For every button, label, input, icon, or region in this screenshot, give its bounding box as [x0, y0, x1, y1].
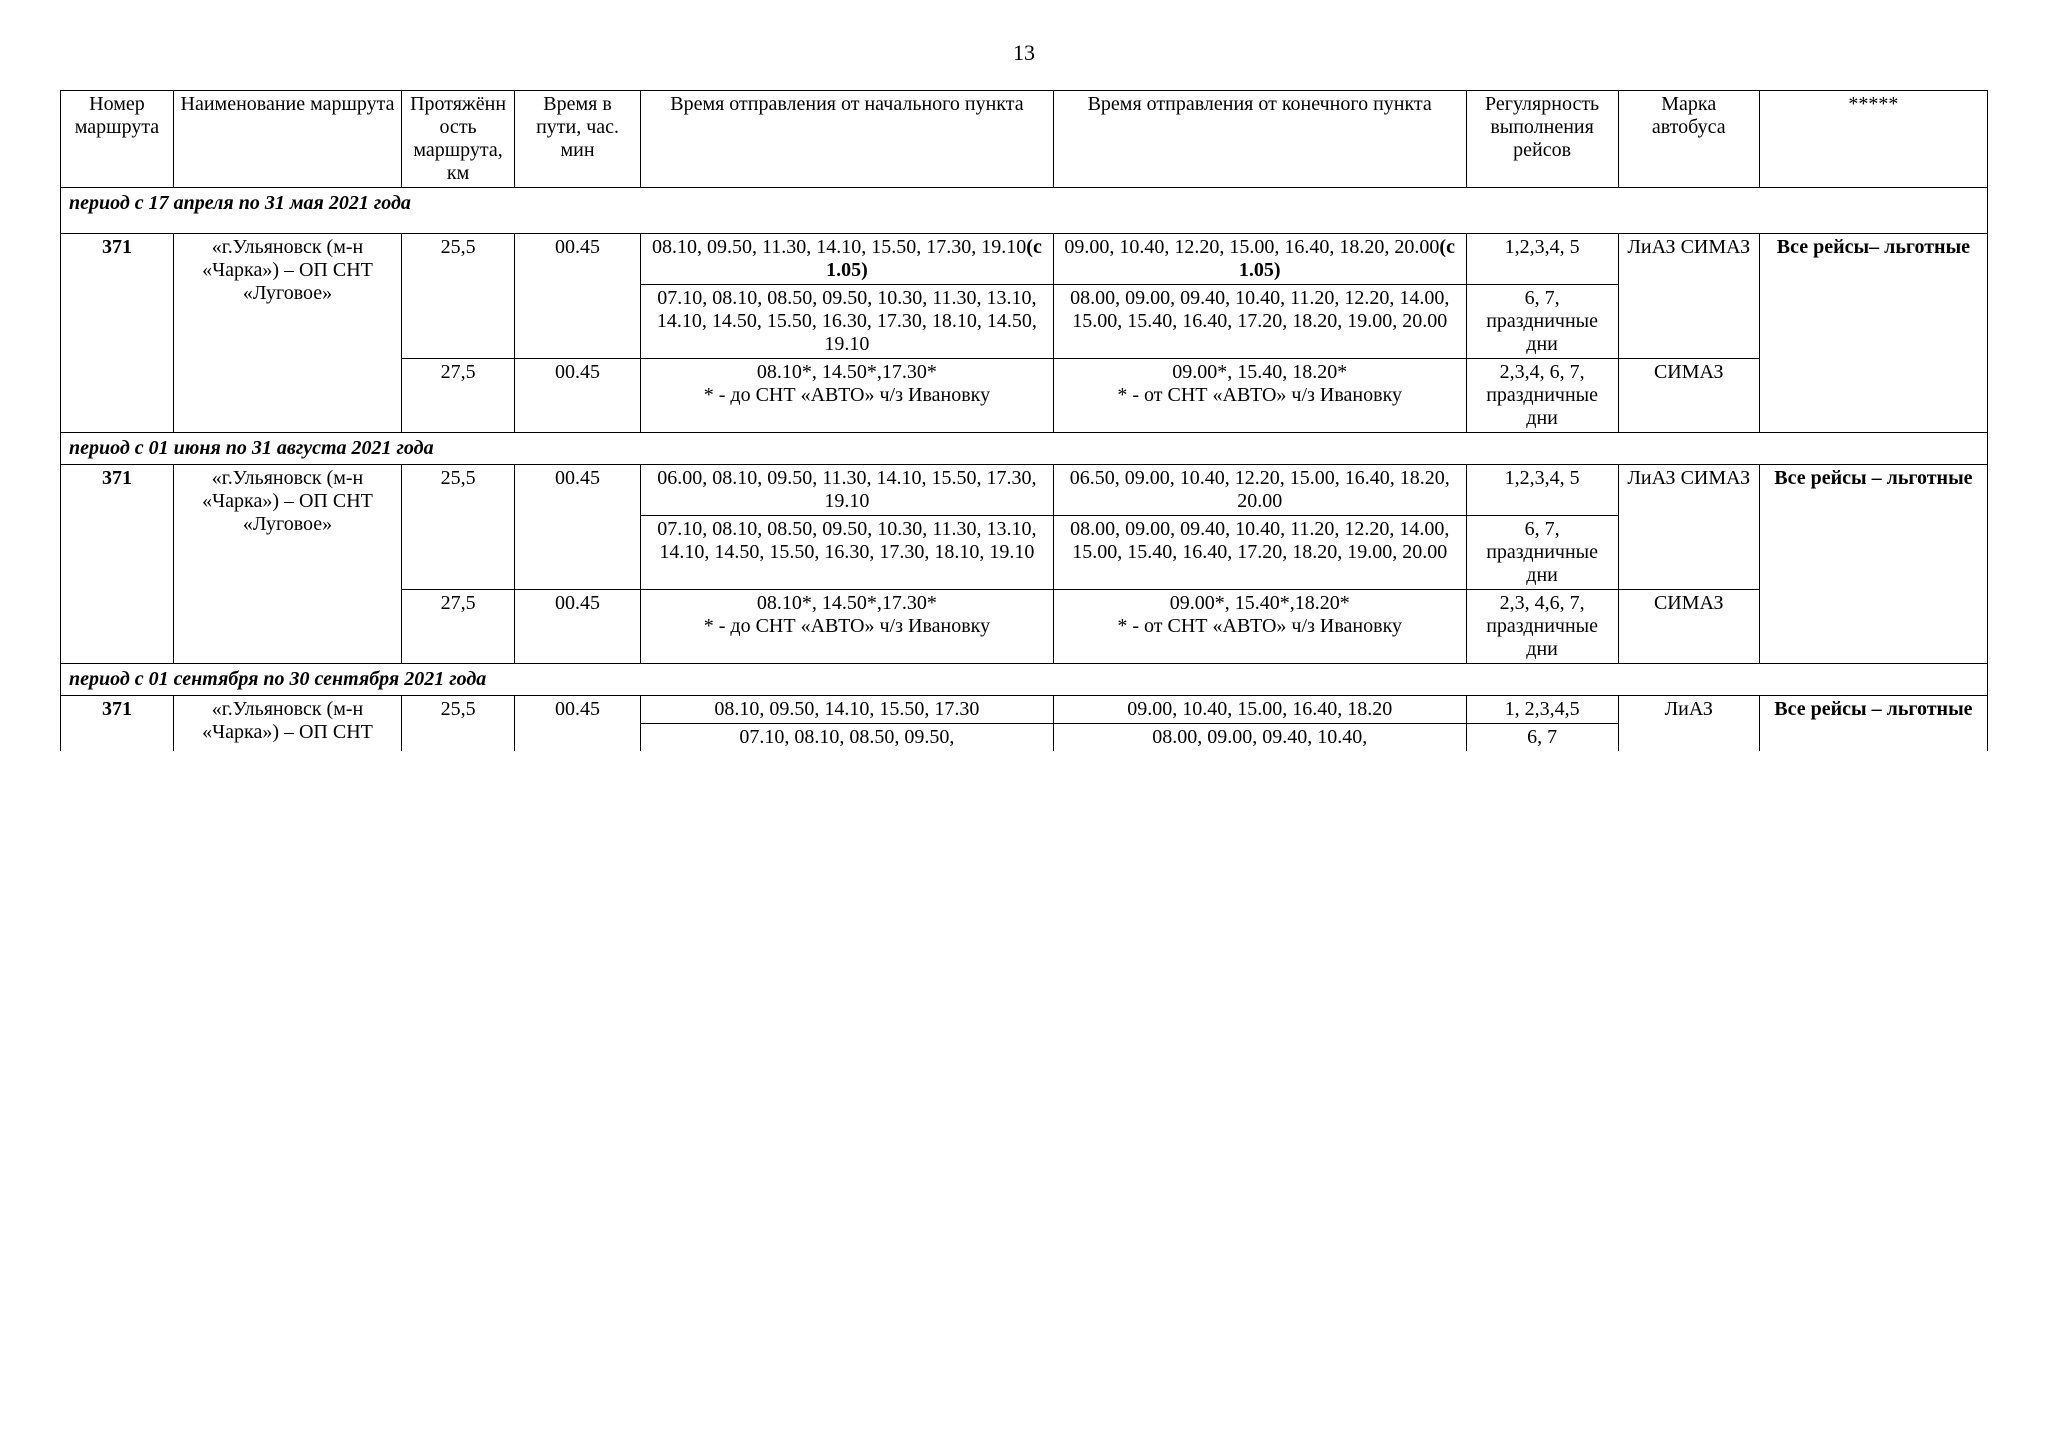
- cell-regularity: 2,3, 4,6, 7, праздничные дни: [1466, 590, 1618, 664]
- cell-time: 00.45: [515, 465, 641, 590]
- cell-regularity: 1,2,3,4, 5: [1466, 234, 1618, 285]
- cell-brand: ЛиАЗ СИМАЗ: [1618, 465, 1759, 590]
- section-row: период с 01 сентября по 30 сентября 2021…: [61, 664, 1988, 696]
- cell-depart-end: 09.00*, 15.40, 18.20** - от СНТ «АВТО» ч…: [1053, 359, 1466, 433]
- cell-depart-end: 06.50, 09.00, 10.40, 12.20, 15.00, 16.40…: [1053, 465, 1466, 516]
- header-distance: Протяжённость маршрута, км: [402, 91, 515, 188]
- page-number: 13: [60, 40, 1988, 66]
- cell-depart-start: 08.10*, 14.50*,17.30** - до СНТ «АВТО» ч…: [641, 359, 1054, 433]
- cell-note: Все рейсы – льготные: [1759, 696, 1987, 752]
- cell-depart-start: 07.10, 08.10, 08.50, 09.50, 10.30, 11.30…: [641, 516, 1054, 590]
- cell-route-name: «г.Ульяновск (м-н «Чарка») – ОП СНТ «Луг…: [173, 234, 401, 433]
- header-note: *****: [1759, 91, 1987, 188]
- cell-route-name: «г.Ульяновск (м-н «Чарка») – ОП СНТ «Луг…: [173, 465, 401, 664]
- header-route-num: Номер маршрута: [61, 91, 174, 188]
- cell-regularity: 1, 2,3,4,5: [1466, 696, 1618, 724]
- cell-route-num: 371: [61, 465, 174, 664]
- cell-depart-end: 09.00, 10.40, 15.00, 16.40, 18.20: [1053, 696, 1466, 724]
- cell-regularity: 6, 7, праздничные дни: [1466, 285, 1618, 359]
- header-depart-start: Время отправления от начального пункта: [641, 91, 1054, 188]
- cell-depart-start: 07.10, 08.10, 08.50, 09.50,: [641, 724, 1054, 752]
- header-route-name: Наименование маршрута: [173, 91, 401, 188]
- cell-note: Все рейсы– льготные: [1759, 234, 1987, 433]
- cell-note: Все рейсы – льготные: [1759, 465, 1987, 664]
- section-row: период с 01 июня по 31 августа 2021 года: [61, 433, 1988, 465]
- data-row: 371 «г.Ульяновск (м-н «Чарка») – ОП СНТ …: [61, 234, 1988, 285]
- data-row: 371 «г.Ульяновск (м-н «Чарка») – ОП СНТ …: [61, 465, 1988, 516]
- cell-regularity: 1,2,3,4, 5: [1466, 465, 1618, 516]
- cell-depart-start: 07.10, 08.10, 08.50, 09.50, 10.30, 11.30…: [641, 285, 1054, 359]
- cell-depart-start: 08.10, 09.50, 11.30, 14.10, 15.50, 17.30…: [641, 234, 1054, 285]
- cell-route-num: 371: [61, 234, 174, 433]
- cell-depart-start: 06.00, 08.10, 09.50, 11.30, 14.10, 15.50…: [641, 465, 1054, 516]
- cell-distance: 27,5: [402, 359, 515, 433]
- cell-route-num: 371: [61, 696, 174, 752]
- cell-depart-start: 08.10, 09.50, 14.10, 15.50, 17.30: [641, 696, 1054, 724]
- section-title: период с 01 сентября по 30 сентября 2021…: [61, 664, 1988, 696]
- section-row: период с 17 апреля по 31 мая 2021 года: [61, 188, 1988, 234]
- cell-brand: ЛиАЗ СИМАЗ: [1618, 234, 1759, 359]
- cell-regularity: 6, 7, праздничные дни: [1466, 516, 1618, 590]
- cell-route-name: «г.Ульяновск (м-н «Чарка») – ОП СНТ: [173, 696, 401, 752]
- cell-time: 00.45: [515, 590, 641, 664]
- cell-depart-start: 08.10*, 14.50*,17.30** - до СНТ «АВТО» ч…: [641, 590, 1054, 664]
- cell-brand: СИМАЗ: [1618, 590, 1759, 664]
- cell-regularity: 2,3,4, 6, 7, праздничные дни: [1466, 359, 1618, 433]
- schedule-table: Номер маршрута Наименование маршрута Про…: [60, 90, 1988, 751]
- header-regularity: Регулярность выполнения рейсов: [1466, 91, 1618, 188]
- header-depart-end: Время отправления от конечного пункта: [1053, 91, 1466, 188]
- cell-distance: 25,5: [402, 465, 515, 590]
- cell-time: 00.45: [515, 359, 641, 433]
- section-title: период с 17 апреля по 31 мая 2021 года: [61, 188, 1988, 234]
- cell-time: 00.45: [515, 234, 641, 359]
- header-bus-brand: Марка автобуса: [1618, 91, 1759, 188]
- cell-depart-end: 08.00, 09.00, 09.40, 10.40, 11.20, 12.20…: [1053, 516, 1466, 590]
- cell-brand: ЛиАЗ: [1618, 696, 1759, 752]
- cell-depart-end: 09.00, 10.40, 12.20, 15.00, 16.40, 18.20…: [1053, 234, 1466, 285]
- header-row: Номер маршрута Наименование маршрута Про…: [61, 91, 1988, 188]
- cell-distance: 25,5: [402, 234, 515, 359]
- cell-depart-end: 08.00, 09.00, 09.40, 10.40,: [1053, 724, 1466, 752]
- cell-depart-end: 09.00*, 15.40*,18.20** - от СНТ «АВТО» ч…: [1053, 590, 1466, 664]
- cell-brand: СИМАЗ: [1618, 359, 1759, 433]
- data-row: 371 «г.Ульяновск (м-н «Чарка») – ОП СНТ …: [61, 696, 1988, 724]
- cell-regularity: 6, 7: [1466, 724, 1618, 752]
- cell-depart-end: 08.00, 09.00, 09.40, 10.40, 11.20, 12.20…: [1053, 285, 1466, 359]
- cell-time: 00.45: [515, 696, 641, 752]
- section-title: период с 01 июня по 31 августа 2021 года: [61, 433, 1988, 465]
- cell-distance: 25,5: [402, 696, 515, 752]
- header-travel-time: Время в пути, час. мин: [515, 91, 641, 188]
- cell-distance: 27,5: [402, 590, 515, 664]
